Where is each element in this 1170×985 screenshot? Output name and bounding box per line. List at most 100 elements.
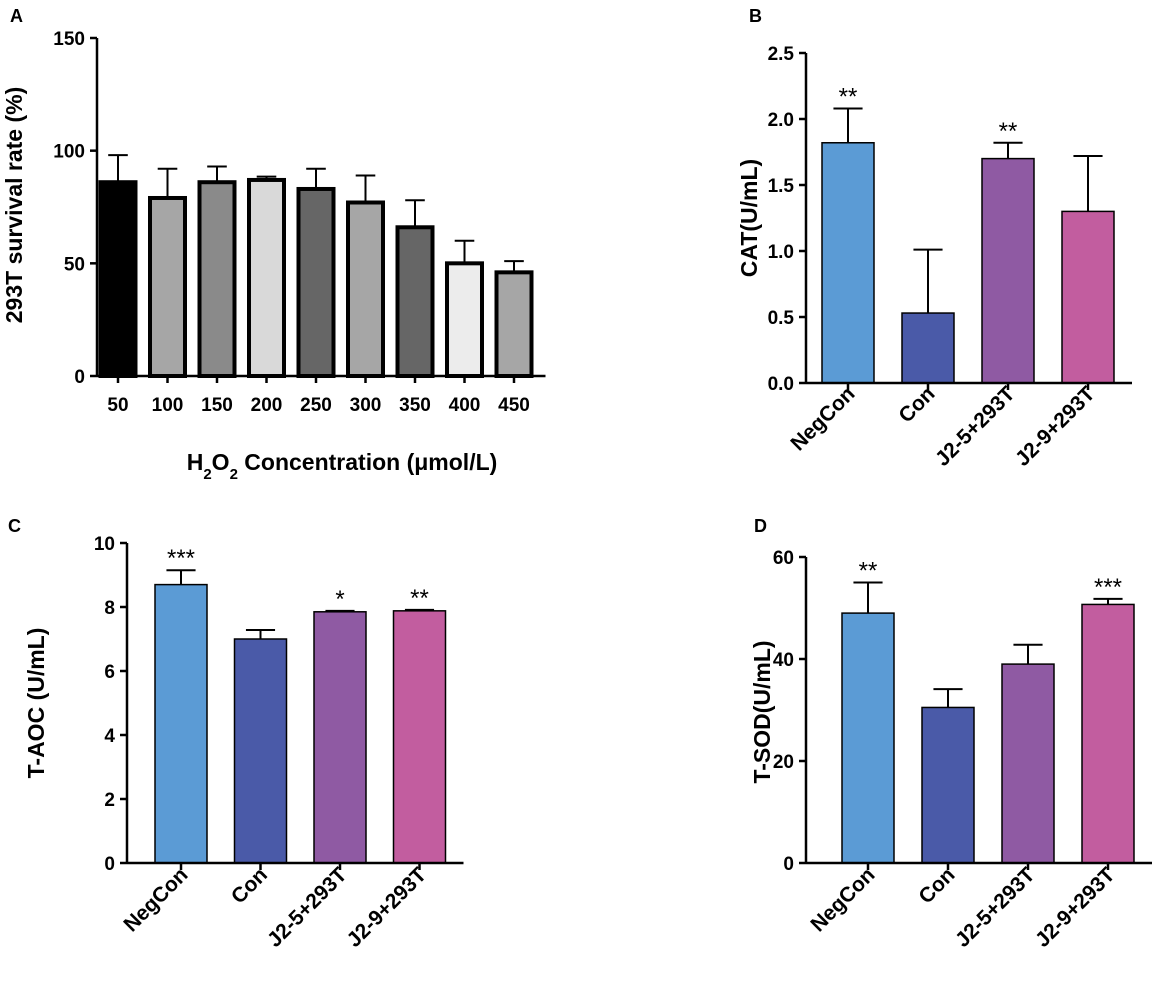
panel-a-error-bar-5 [355, 174, 376, 203]
panel-d-error-bar-3 [1093, 597, 1123, 605]
panel-d-error-bar-0 [853, 581, 883, 614]
panel-b-bar-1 [901, 312, 955, 384]
panel-c-significance-0: *** [167, 545, 195, 572]
panel-b-ylabel: CAT(U/mL) [736, 159, 762, 277]
panel-b-ytick-label-4: 2.0 [768, 110, 794, 131]
panel-c-bar-3 [392, 610, 447, 864]
panel-a-bar-8 [494, 270, 534, 379]
panel-d-error-bar-2 [1013, 643, 1043, 665]
panel-b-ytick-label-3: 1.5 [768, 176, 795, 197]
panel-a-error-bar-4 [306, 167, 326, 189]
panel-b-error-bar-0 [833, 107, 863, 143]
panel-a-error-bar-7 [454, 239, 475, 264]
panel-d-error-bar-1 [933, 688, 963, 708]
panel-b-significance-0: ** [839, 83, 858, 110]
panel-a-xtick-label-5: 300 [350, 395, 382, 416]
panel-a-xlabel: H2O2 Concentration (μmol/L) [187, 449, 498, 483]
panel-d-xtick-label-2: J2-5+293T [951, 863, 1040, 952]
panel-c-xtick-label-1: Con [227, 863, 272, 908]
panel-b-ytick-label-1: 0.5 [768, 308, 795, 329]
panel-c-bar-1 [233, 638, 288, 864]
panel-c-ylabel: T-AOC (U/mL) [23, 628, 49, 779]
panel-b-significance-2: ** [999, 118, 1018, 145]
panel-d-ytick-label-3: 60 [773, 548, 794, 569]
panel-c-significance-3: ** [410, 585, 429, 612]
panel-a-xtick-label-8: 450 [498, 395, 530, 416]
panel-c-ytick-label-3: 6 [104, 662, 115, 683]
panel-d-bar-3 [1081, 603, 1135, 864]
panel-b-ytick-label-2: 1.0 [768, 242, 794, 263]
panel-b-error-bar-1 [913, 248, 943, 314]
panel-a-plot-area: 0 50 100 150 50 100 150 200 250 300 350 400 450 [53, 29, 546, 416]
panel-a-bar-7 [445, 261, 484, 379]
panel-d-ylabel: T-SOD(U/mL) [749, 640, 775, 783]
panel-a-bar-1 [148, 195, 187, 378]
panel-b-xtick-label-3: J2-9+293T [1011, 382, 1100, 471]
panel-d-ytick-label-1: 20 [773, 752, 794, 773]
panel-b-ytick-label-5: 2.5 [768, 44, 795, 65]
panel-c-error-bar-2 [325, 609, 355, 612]
panel-c-error-bar-3 [404, 608, 435, 611]
panel-d-letter: D [754, 516, 767, 536]
panel-c-bar-0 [154, 583, 208, 864]
panel-d-xtick-label-0: NegCon [806, 863, 879, 936]
panel-a-error-bar-1 [157, 167, 178, 198]
panel-d-ytick-label-0: 0 [783, 854, 794, 875]
panel-a-error-bar-3 [256, 175, 277, 180]
panel-a-ytick-label-1: 50 [64, 254, 85, 275]
panel-d-bar-2 [1001, 663, 1055, 864]
panel-a-ytick-label-0: 0 [74, 367, 85, 388]
panel-b-bar-0 [821, 142, 875, 384]
panel-a-bar-0 [98, 180, 138, 378]
panel-a-bar-2 [197, 180, 237, 378]
panel-a-ylabel: 293T survival rate (%) [1, 87, 27, 324]
panel-a-xtick-label-1: 100 [152, 395, 184, 416]
panel-a-bar-3 [247, 177, 286, 378]
panel-a-xtick-label-3: 200 [251, 395, 283, 416]
panel-a-error-bar-2 [207, 165, 227, 183]
panel-a-letter: A [10, 6, 23, 26]
panel-b-bar-3 [1061, 210, 1115, 384]
panel-a-bar-4 [296, 186, 336, 378]
panel-b-bar-2 [981, 157, 1035, 384]
panel-a-bar-6 [395, 225, 435, 378]
panel-c-ytick-label-2: 4 [104, 726, 115, 747]
panel-b-chart: B CAT(U/mL) ** ** 0.0 0.5 1.0 1.5 2.0 2.5 NegCon… [736, 6, 1132, 471]
panel-c-xtick-label-3: J2-9+293T [343, 863, 432, 952]
panel-b-error-bar-2 [993, 141, 1023, 159]
panel-a-error-bar-0 [108, 154, 128, 183]
panel-d-xtick-label-1: Con [914, 863, 959, 908]
panel-d-significance-0: ** [859, 558, 878, 585]
panel-a-xtick-label-4: 250 [300, 395, 332, 416]
panel-a-xtick-label-7: 400 [449, 395, 481, 416]
panel-c-ytick-label-1: 2 [104, 790, 115, 811]
panel-d-bar-0 [841, 612, 895, 864]
panel-c-significance-2: * [335, 586, 344, 613]
panel-d-significance-3: *** [1094, 574, 1122, 601]
panel-d-xtick-label-3: J2-9+293T [1031, 863, 1120, 952]
panel-c-letter: C [8, 516, 21, 536]
panel-b-xtick-label-0: NegCon [786, 382, 859, 455]
panel-c-xtick-label-0: NegCon [119, 863, 192, 936]
panel-c-ytick-label-0: 0 [104, 854, 115, 875]
panel-a-ytick-label-3: 150 [53, 29, 85, 50]
panel-b-ytick-label-0: 0.0 [768, 374, 794, 395]
panel-a-error-bar-6 [405, 199, 425, 228]
panel-c-ytick-label-5: 10 [94, 534, 115, 555]
panel-d-ytick-label-2: 40 [773, 650, 794, 671]
panel-c-bar-2 [313, 611, 367, 864]
panel-b-letter: B [749, 6, 762, 26]
panel-a-ytick-label-2: 100 [53, 142, 85, 163]
panel-c-ytick-label-4: 8 [104, 598, 115, 619]
panel-a-xtick-label-0: 50 [107, 395, 128, 416]
panel-d-bar-1 [921, 706, 975, 864]
panel-b-error-bar-3 [1073, 154, 1103, 212]
panel-c-error-bar-1 [245, 629, 276, 639]
panel-c-error-bar-0 [166, 569, 196, 585]
panel-b-xtick-label-2: J2-5+293T [931, 382, 1020, 471]
